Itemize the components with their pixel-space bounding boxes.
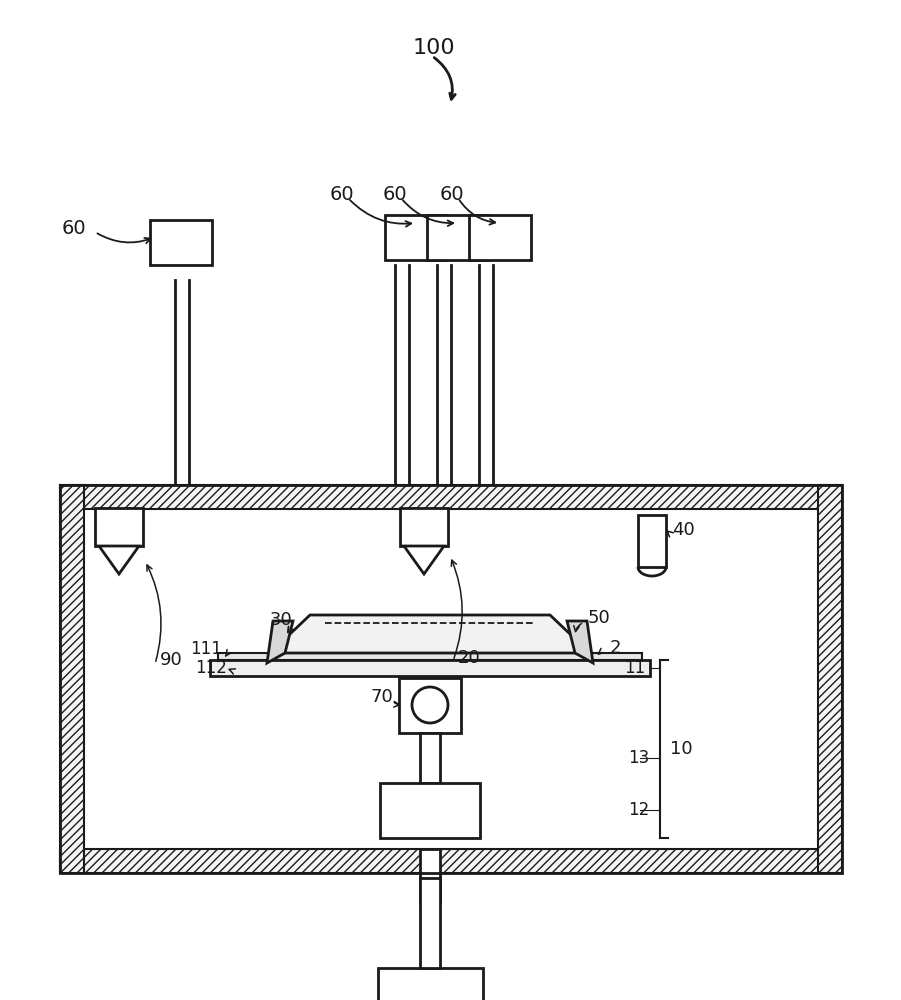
Text: 10: 10 [670, 740, 693, 758]
Bar [60, 485, 84, 873]
Polygon shape [567, 621, 593, 663]
Bar [60, 485, 842, 509]
Text: 60: 60 [383, 186, 407, 205]
Text: 30: 30 [270, 611, 293, 629]
Text: 60: 60 [330, 186, 355, 205]
Text: 60: 60 [62, 219, 86, 237]
Bar [469, 215, 531, 260]
Bar [60, 485, 842, 873]
Bar [638, 515, 666, 567]
Text: 20: 20 [458, 649, 481, 667]
Text: 90: 90 [160, 651, 183, 669]
Bar [641, 518, 663, 534]
Bar [218, 653, 642, 660]
Text: 70: 70 [370, 688, 393, 706]
Text: 50: 50 [588, 609, 611, 627]
Bar [399, 678, 461, 733]
Bar [427, 215, 489, 260]
Bar [420, 733, 440, 783]
Text: 12: 12 [628, 801, 650, 819]
Text: 112: 112 [195, 659, 227, 677]
Bar [150, 220, 212, 265]
Bar [400, 508, 448, 546]
Text: 13: 13 [628, 749, 650, 767]
Text: 100: 100 [413, 38, 456, 58]
Text: 40: 40 [672, 521, 695, 539]
Bar [385, 215, 447, 260]
Bar [84, 509, 818, 849]
Text: 111: 111 [190, 640, 222, 658]
Bar [60, 849, 842, 873]
Bar [95, 508, 143, 546]
Text: 11: 11 [624, 659, 645, 677]
Polygon shape [404, 546, 444, 574]
Bar [380, 783, 480, 838]
Bar [818, 485, 842, 873]
Text: 60: 60 [440, 186, 465, 205]
Text: 2: 2 [610, 639, 622, 657]
Circle shape [412, 687, 448, 723]
Bar [420, 849, 440, 903]
Polygon shape [267, 621, 293, 663]
Bar [420, 878, 440, 968]
Bar [378, 968, 483, 1000]
Bar [210, 660, 650, 676]
Polygon shape [270, 615, 590, 653]
Polygon shape [99, 546, 139, 574]
